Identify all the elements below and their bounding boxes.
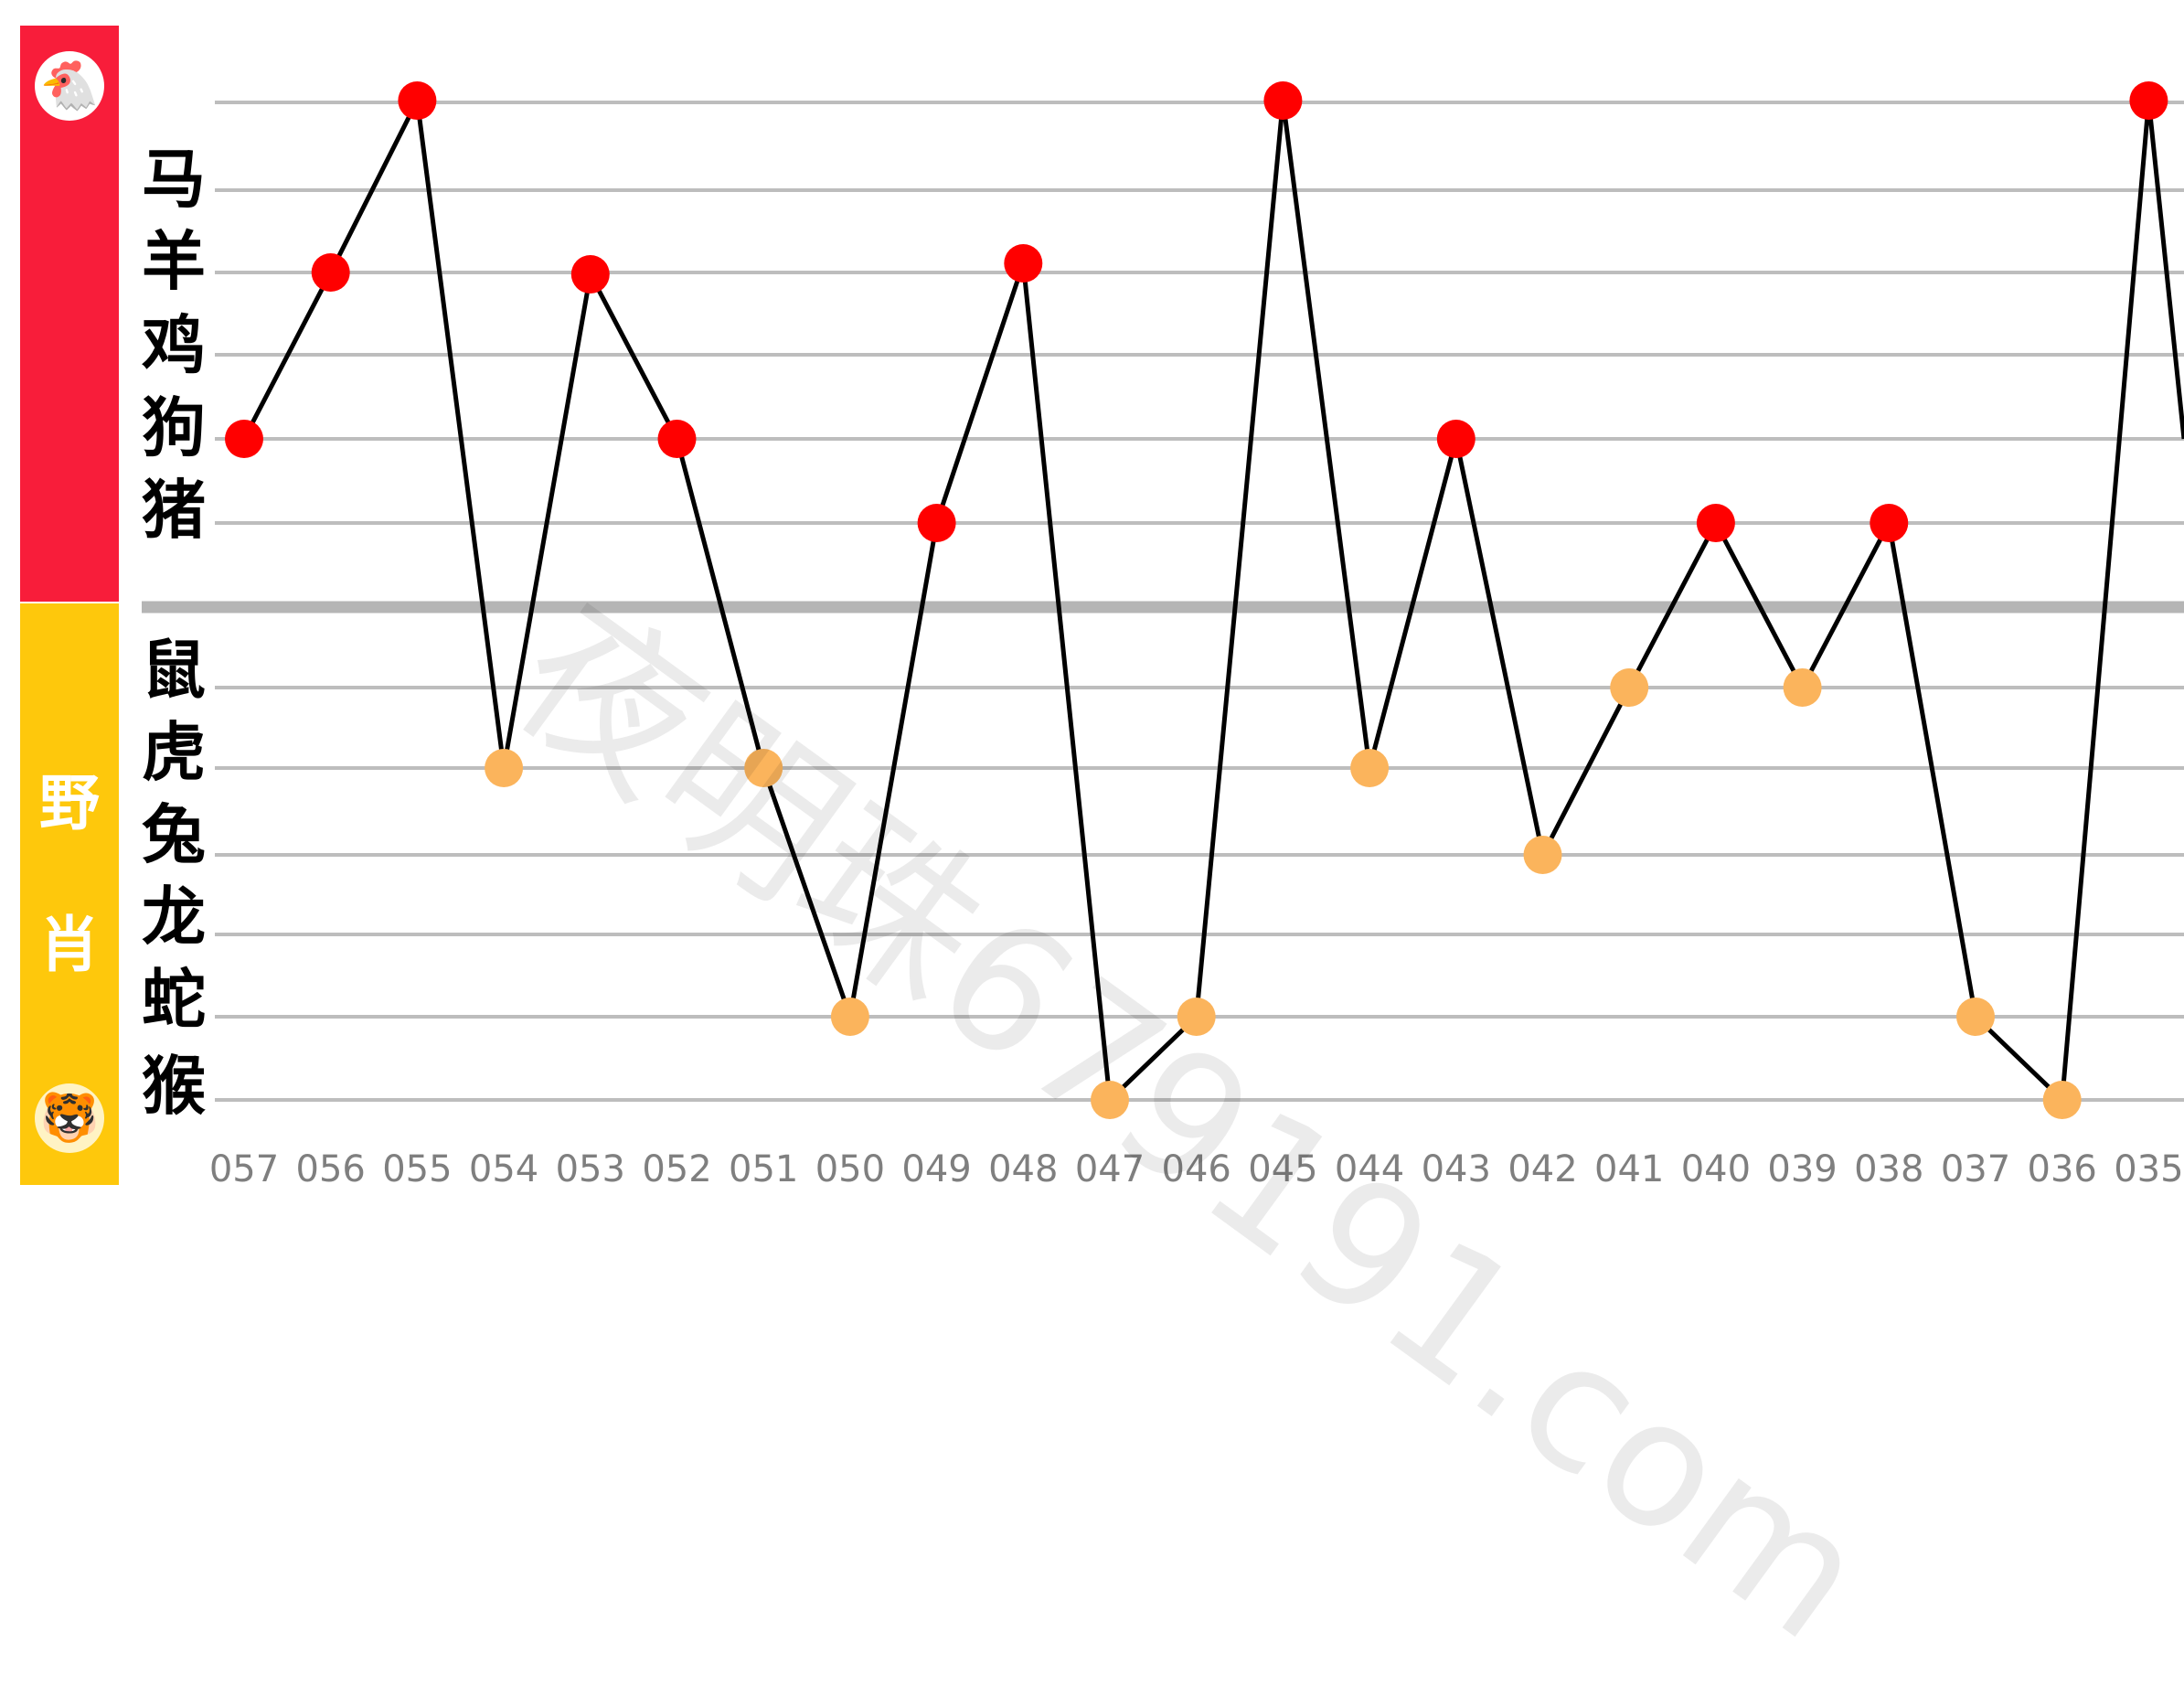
data-point-041	[1610, 668, 1649, 707]
zodiac-label: 狗	[142, 390, 206, 465]
data-point-040	[1696, 504, 1735, 542]
zodiac-label: 猴	[142, 1049, 206, 1124]
zodiac-label: 龙	[142, 880, 206, 955]
x-tick-label: 052	[642, 1148, 711, 1190]
x-tick-label: 046	[1162, 1148, 1231, 1190]
data-point-035	[2129, 81, 2168, 120]
data-point-051	[744, 749, 783, 787]
x-tick-label: 051	[729, 1148, 798, 1190]
x-tick-label: 045	[1248, 1148, 1317, 1190]
x-tick-label: 054	[469, 1148, 538, 1190]
x-tick-label: 037	[1941, 1148, 2010, 1190]
data-point-046	[1177, 998, 1216, 1036]
data-point-038	[1870, 504, 1909, 542]
x-tick-label: 047	[1075, 1148, 1145, 1190]
x-tick-label: 035	[2114, 1148, 2183, 1190]
wild-label-char-2: 肖	[39, 910, 100, 980]
data-point-043	[1436, 420, 1476, 458]
data-point-056	[311, 253, 350, 292]
data-point-042	[1523, 836, 1562, 874]
x-tick-label: 049	[901, 1148, 971, 1190]
zodiac-label: 羊	[142, 224, 206, 299]
data-point-048	[1004, 244, 1043, 283]
data-point-045	[1263, 81, 1303, 120]
x-tick-label: 044	[1335, 1148, 1404, 1190]
data-point-055	[398, 81, 437, 120]
wild-label-char-1: 野	[39, 768, 100, 838]
x-tick-label: 056	[296, 1148, 366, 1190]
rooster-icon: 🐔	[35, 51, 104, 121]
zodiac-label: 马	[142, 142, 206, 217]
x-tick-label: 040	[1681, 1148, 1751, 1190]
data-point-036	[2042, 1081, 2082, 1119]
data-point-049	[917, 504, 956, 542]
x-tick-label: 036	[2028, 1148, 2097, 1190]
zodiac-label: 猪	[142, 473, 206, 548]
x-tick-label: 048	[988, 1148, 1058, 1190]
x-tick-label: 039	[1767, 1148, 1837, 1190]
domestic-zodiac-bar	[20, 26, 119, 602]
x-tick-label: 053	[556, 1148, 625, 1190]
x-tick-label: 055	[382, 1148, 452, 1190]
zodiac-label: 兔	[142, 797, 206, 872]
zodiac-trend-chart: 057 056 055 054 053 052 051 050 049 048 047 046 045 0…	[142, 81, 2184, 1190]
x-tick-label: 041	[1594, 1148, 1664, 1190]
data-point-047	[1091, 1081, 1129, 1119]
data-point-044	[1350, 749, 1390, 787]
x-tick-label: 042	[1507, 1148, 1577, 1190]
zodiac-label: 虎	[142, 715, 206, 790]
series-line	[241, 92, 2184, 1105]
x-tick-label: 038	[1854, 1148, 1923, 1190]
x-tick-label: 057	[209, 1148, 279, 1190]
data-point-057	[225, 420, 263, 458]
data-point-037	[1956, 998, 1995, 1036]
data-point-039	[1783, 668, 1822, 707]
data-point-054	[485, 749, 524, 787]
data-point-050	[830, 998, 869, 1036]
x-tick-label: 050	[815, 1148, 885, 1190]
tiger-icon: 🐯	[35, 1083, 104, 1153]
data-point-052	[657, 420, 697, 458]
x-tick-label: 043	[1422, 1148, 1491, 1190]
zodiac-label: 鸡	[142, 308, 206, 383]
zodiac-label: 鼠	[142, 633, 206, 708]
zodiac-label: 蛇	[142, 962, 206, 1037]
data-point-053	[570, 255, 610, 293]
